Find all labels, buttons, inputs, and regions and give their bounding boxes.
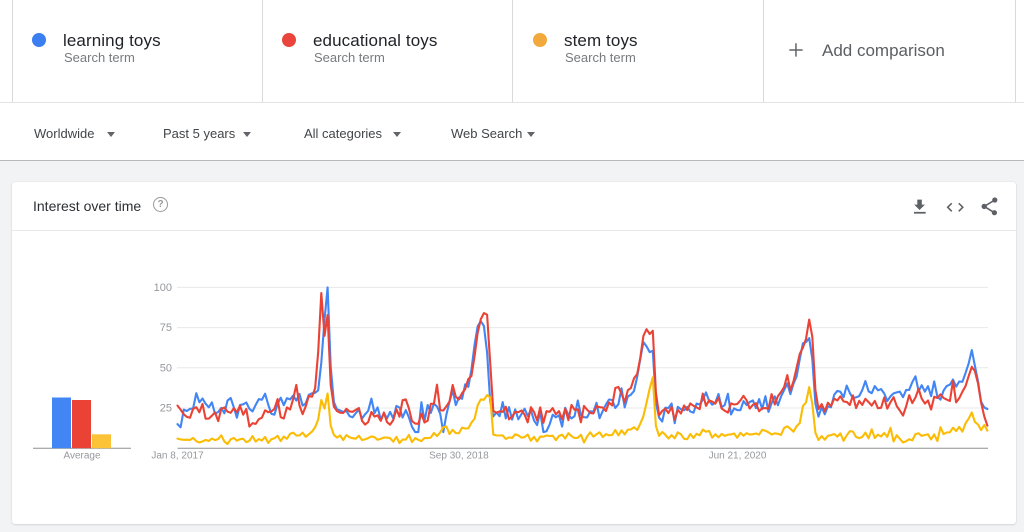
svg-text:Jan 8, 2017: Jan 8, 2017 xyxy=(151,450,204,461)
svg-text:Average: Average xyxy=(63,450,101,461)
svg-text:Jun 21, 2020: Jun 21, 2020 xyxy=(709,450,767,461)
svg-text:25: 25 xyxy=(160,403,172,415)
svg-text:50: 50 xyxy=(160,362,172,374)
svg-text:Sep 30, 2018: Sep 30, 2018 xyxy=(429,450,489,461)
svg-text:75: 75 xyxy=(160,322,172,334)
svg-text:100: 100 xyxy=(154,282,172,294)
